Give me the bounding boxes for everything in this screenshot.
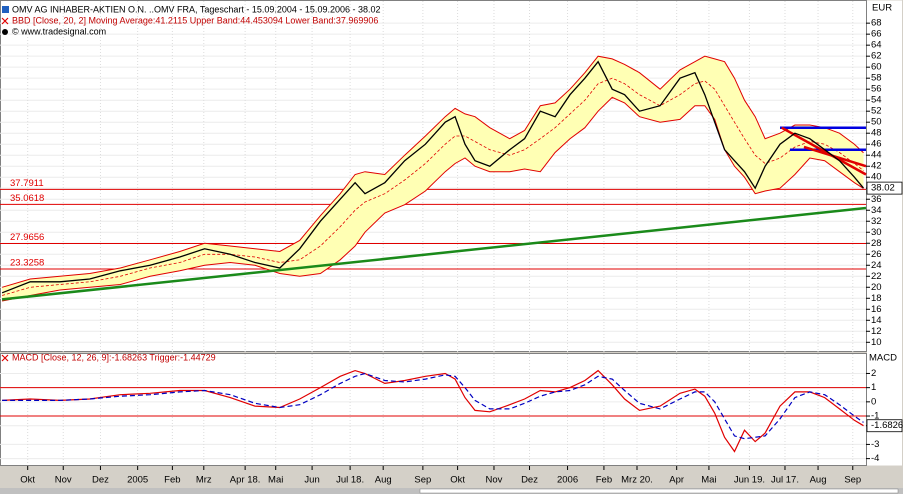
x-tick-label: Nov: [486, 475, 503, 486]
instrument-icon: [2, 6, 9, 13]
level-label: 37.7911: [10, 178, 44, 189]
x-tick-label: Feb: [596, 475, 612, 486]
level-label: 23.3258: [10, 257, 44, 268]
moving-average: [1, 77, 864, 296]
y-tick-label: 60: [871, 62, 882, 73]
indicator-label: BBD [Close, 20, 2] Moving Average:41.211…: [12, 15, 378, 25]
x-tick-label: Jul 18.: [336, 475, 364, 486]
y-tick-label: 18: [871, 293, 882, 304]
x-tick-label: Jun: [304, 475, 319, 486]
y-tick-label: 24: [871, 260, 882, 271]
y-tick-label: -3: [871, 439, 879, 450]
x-tick-label: Mrz 20.: [621, 475, 653, 486]
macd-icon: [1, 354, 9, 362]
y-tick-label: 10: [871, 337, 882, 348]
right-axis: [867, 0, 902, 466]
band-fill: [2, 56, 864, 302]
x-tick-label: Jul 17.: [771, 475, 799, 486]
x-tick-label: Dez: [521, 475, 538, 486]
y-tick-label: 36: [871, 194, 882, 205]
y-tick-box: [866, 181, 903, 195]
x-tick-label: Jun 19.: [734, 475, 765, 486]
y-tick-label: 16: [871, 304, 882, 315]
x-tick-label: Sep: [844, 475, 861, 486]
y-tick-label: 66: [871, 29, 882, 40]
x-tick-label: Nov: [55, 475, 72, 486]
x-tick-label: Apr: [669, 475, 684, 486]
y-tick-label: 28: [871, 238, 882, 249]
y-tick-label: 68: [871, 18, 882, 29]
y-tick-label: 1: [871, 382, 876, 393]
lower-band: [2, 96, 864, 302]
x-tick-label: Mai: [701, 475, 716, 486]
indicator-icon: [1, 17, 9, 25]
source: © www.tradesignal.com: [12, 26, 106, 36]
chart-title: OMV AG INHABER-AKTIEN O.N. ..OMV FRA, Ta…: [12, 4, 381, 14]
series-line: [1, 60, 864, 294]
trendline: [781, 126, 867, 176]
y-tick-label: 0: [871, 396, 876, 407]
level-label: 35.0618: [10, 193, 44, 204]
y-tick-label: 58: [871, 73, 882, 84]
trendline: [1, 206, 867, 301]
y-tick-label: -1.6826: [871, 420, 903, 431]
scrollbar-thumb[interactable]: [419, 488, 899, 494]
header: OMV AG INHABER-AKTIEN O.N. ..OMV FRA, Ta…: [1, 3, 897, 364]
macd-axis-label: MACD: [869, 353, 897, 364]
y-tick-label: 42: [871, 161, 882, 172]
y-tick-label: 38.02: [871, 183, 895, 194]
y-tick-label: 40: [871, 172, 882, 183]
x-tick-label: Mai: [268, 475, 283, 486]
y-tick-label: 12: [871, 326, 882, 337]
y-tick-label: 50: [871, 117, 882, 128]
x-tick-label: Apr 18.: [230, 475, 261, 486]
y-tick-label: 46: [871, 139, 882, 150]
y-tick-label: 30: [871, 227, 882, 238]
upper-band: [1, 55, 864, 288]
y-axis-label: EUR: [872, 3, 892, 14]
y-tick-label: -4: [871, 453, 879, 464]
y-tick-label: 32: [871, 216, 882, 227]
y-tick-label: 56: [871, 84, 882, 95]
macd-panel: [0, 353, 867, 466]
y-tick-box: [866, 419, 903, 433]
series-line: [2, 372, 864, 440]
x-tick-label: 2005: [127, 475, 148, 486]
y-tick-label: 52: [871, 106, 882, 117]
y-tick-label: 22: [871, 271, 882, 282]
y-tick-label: 2: [871, 368, 876, 379]
macd-title: MACD [Close, 12, 26, 9]:-1.68263 Trigger…: [12, 352, 216, 362]
x-tick-label: Dez: [92, 475, 109, 486]
y-tick-label: 14: [871, 315, 882, 326]
y-tick-label: 34: [871, 205, 882, 216]
y-tick-label: 62: [871, 51, 882, 62]
x-tick-label: Aug: [810, 475, 827, 486]
x-tick-label: Sep: [414, 475, 431, 486]
x-tick-label: Feb: [164, 475, 180, 486]
y-tick-label: 20: [871, 282, 882, 293]
y-tick-label: 64: [871, 40, 882, 51]
source-icon: [2, 29, 8, 35]
x-tick-label: 2006: [557, 475, 578, 486]
y-tick-label: 26: [871, 249, 882, 260]
y-tick-label: -1: [871, 411, 879, 422]
y-tick-label: 48: [871, 128, 882, 139]
x-tick-label: Okt: [20, 475, 35, 486]
y-tick-label: 44: [871, 150, 882, 161]
x-tick-label: Mrz: [196, 475, 212, 486]
x-tick-label: Okt: [450, 475, 465, 486]
level-label: 27.9656: [10, 232, 44, 243]
x-tick-label: Aug: [375, 475, 392, 486]
y-tick-label: 54: [871, 95, 882, 106]
